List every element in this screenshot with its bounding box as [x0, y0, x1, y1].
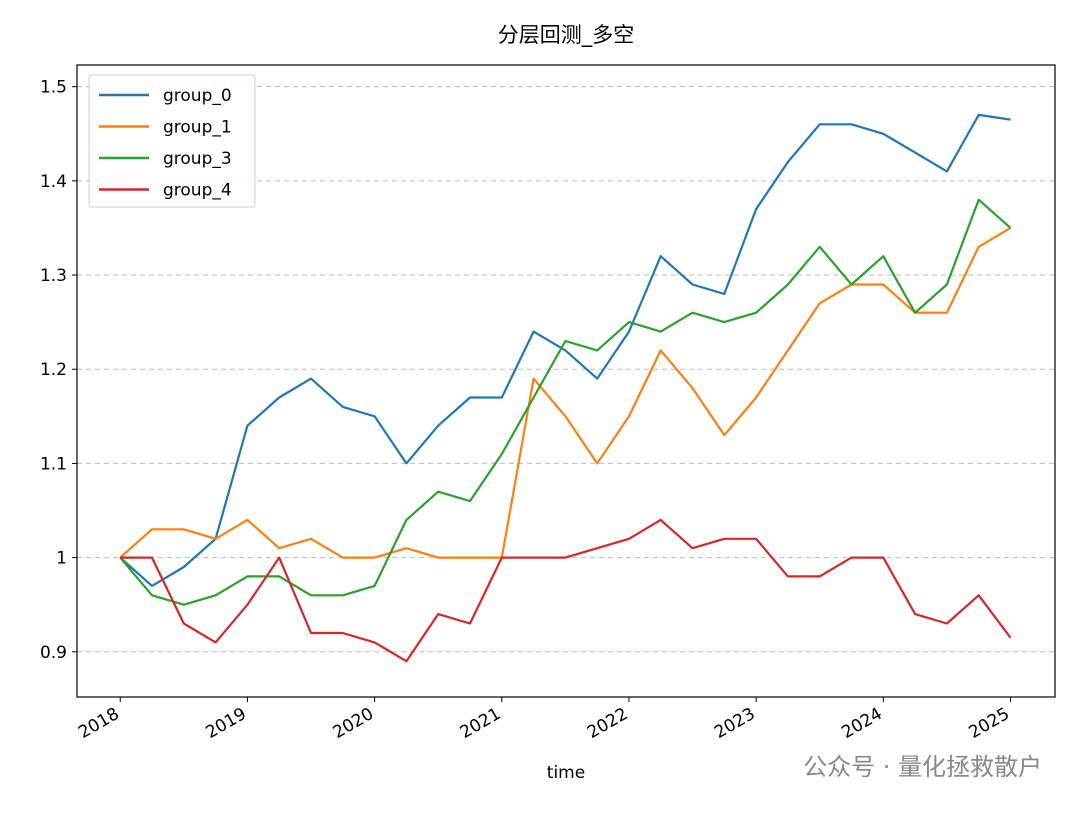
y-tick-label: 1.2 — [40, 360, 67, 380]
legend-label: group_1 — [163, 118, 232, 138]
plot-frame — [76, 64, 1056, 698]
y-tick-label: 1.5 — [40, 78, 67, 98]
y-tick-label: 1.3 — [40, 266, 67, 286]
series-line — [119, 198, 1012, 606]
legend-label: group_4 — [163, 181, 232, 201]
legend-label: group_3 — [163, 149, 232, 169]
series-line — [119, 226, 1012, 559]
chart-title: 分层回测_多空 — [498, 23, 635, 48]
y-tick-label: 1 — [56, 549, 67, 569]
series-line — [119, 113, 1011, 587]
legend: group_0 group_1 group_3 group_4 — [88, 74, 256, 208]
watermark: 公众号 · 量化拯救散户 — [803, 753, 1042, 781]
legend-label: group_0 — [163, 86, 232, 106]
y-tick-label: 1.1 — [40, 454, 67, 474]
y-tick-label: 1.4 — [40, 172, 67, 192]
series-line — [120, 518, 1012, 663]
y-tick-label: 0.9 — [40, 643, 67, 663]
legend-box — [88, 74, 256, 208]
x-axis-label: time — [547, 763, 585, 783]
